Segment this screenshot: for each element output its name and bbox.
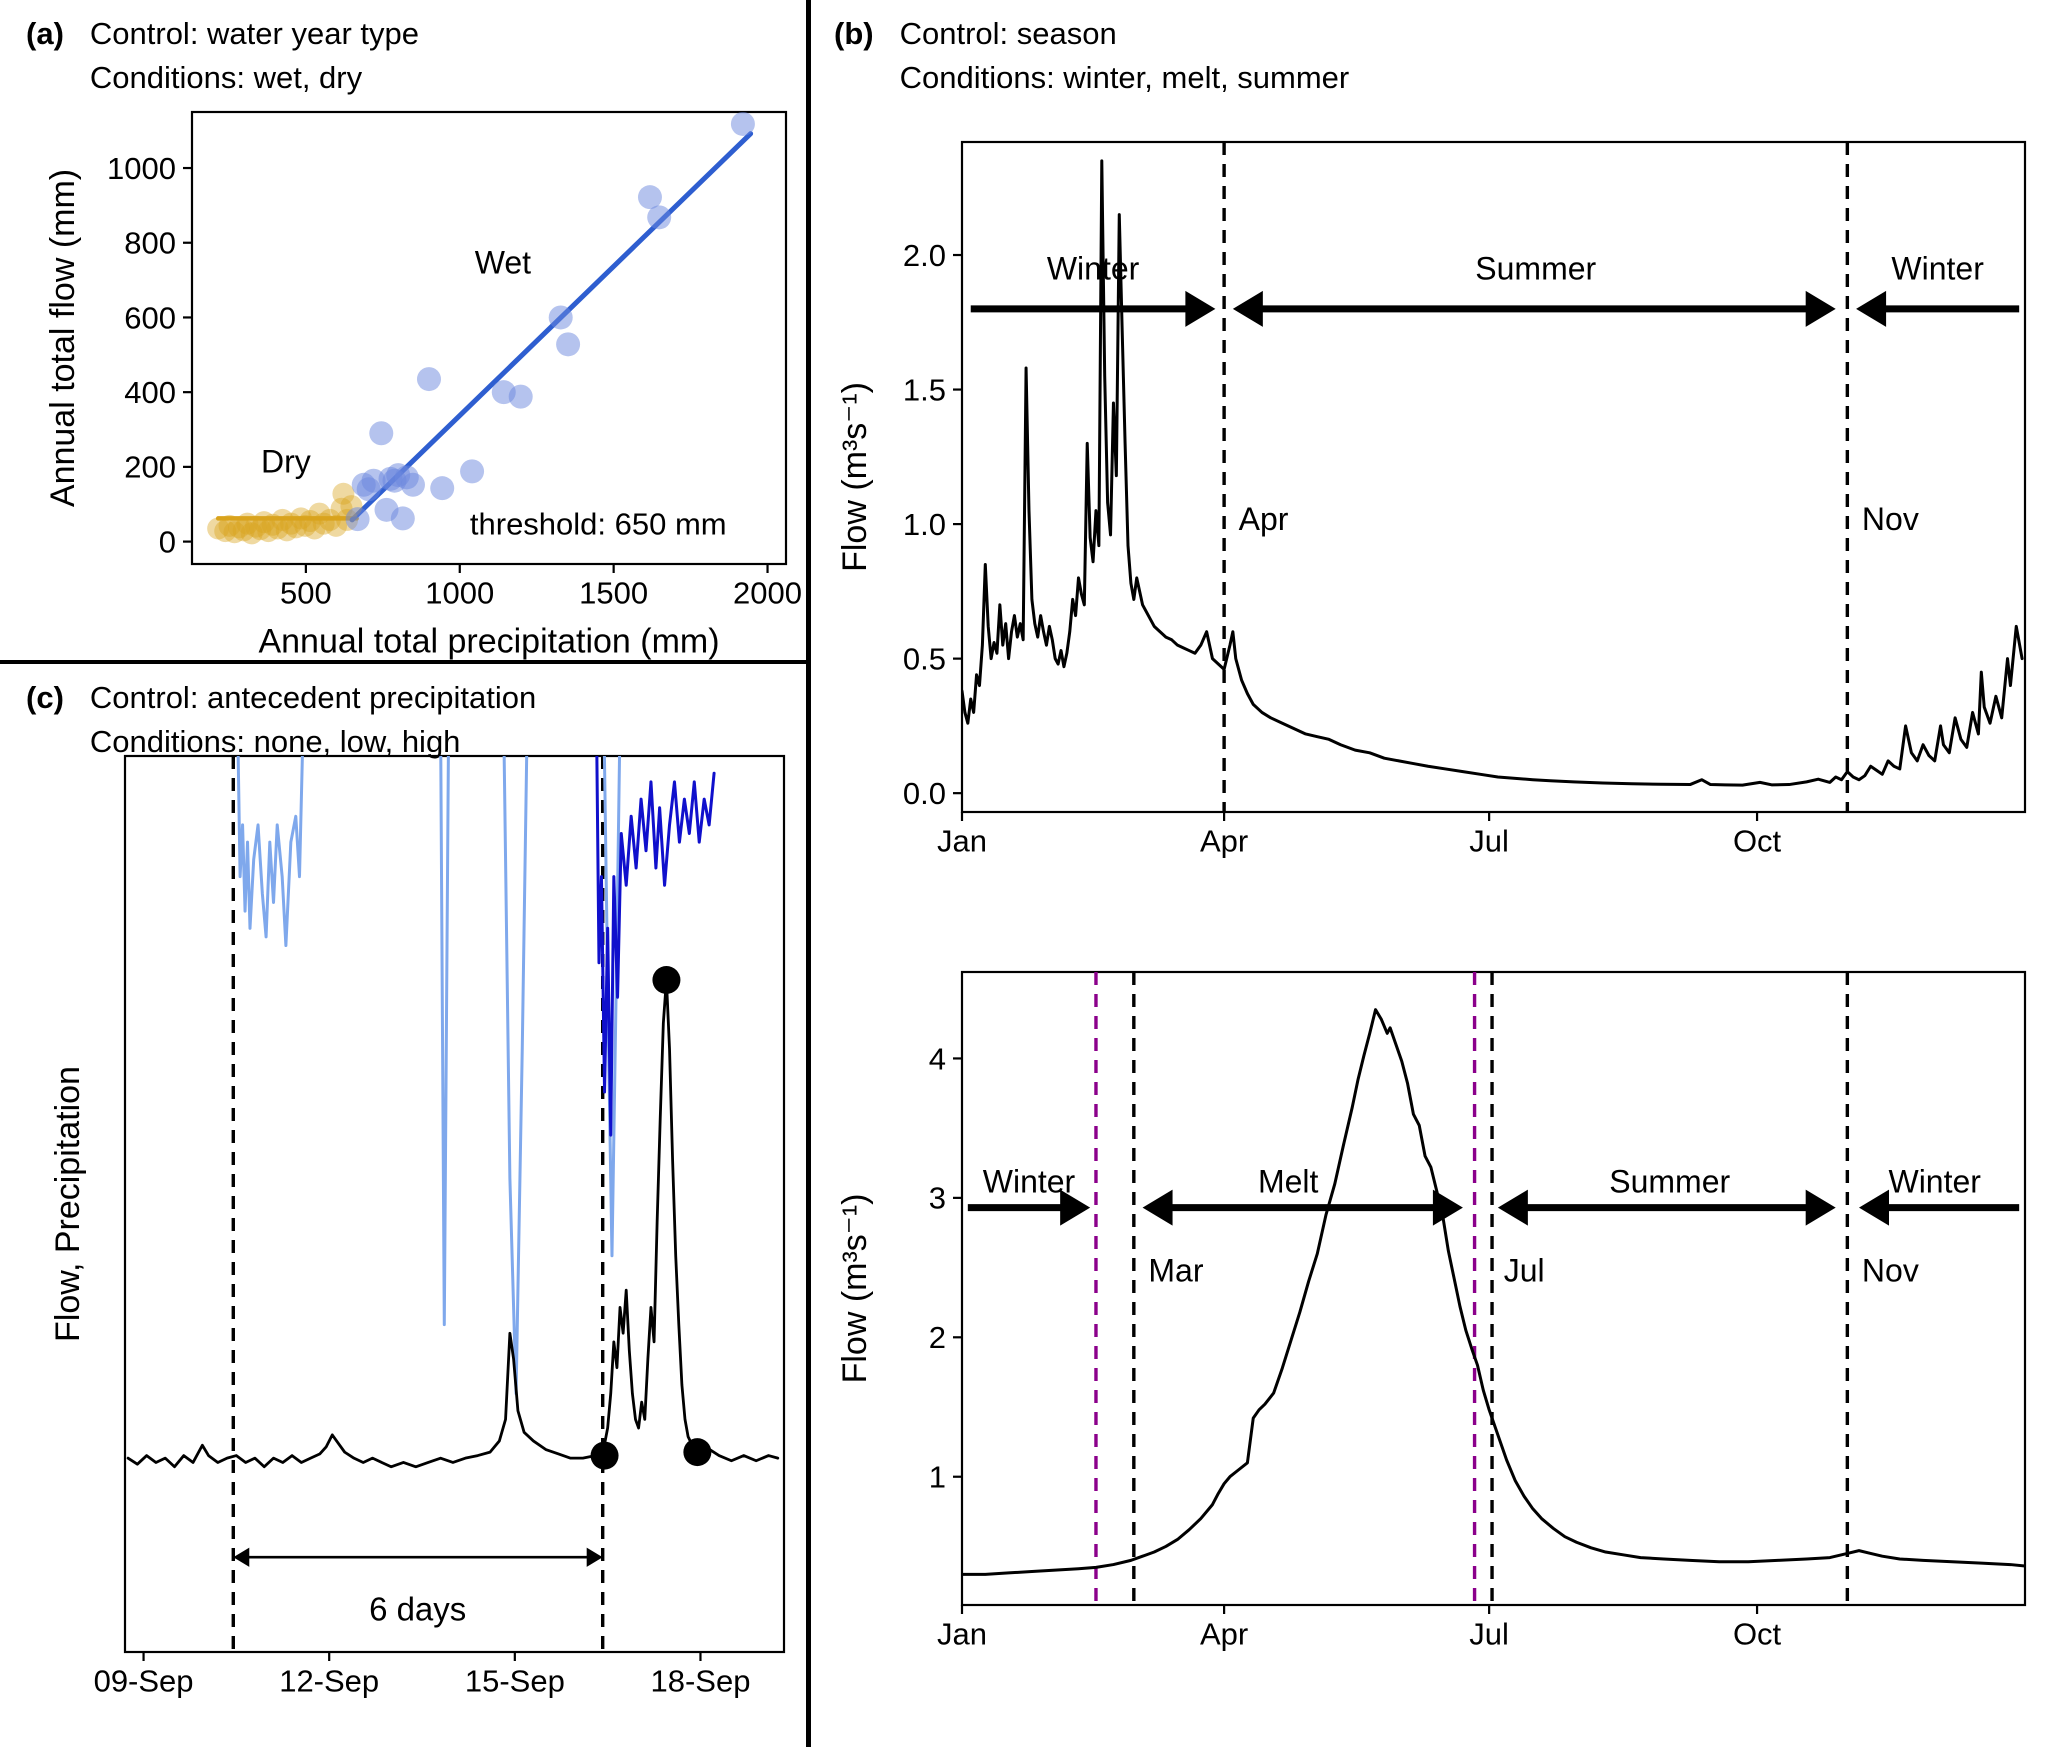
svg-text:Winter: Winter [1891,251,1984,287]
svg-text:threshold: 650 mm: threshold: 650 mm [470,507,727,542]
svg-text:2000: 2000 [733,575,802,610]
svg-text:200: 200 [124,450,176,485]
panel-a-header: (a) Control: water year type Conditions:… [26,12,419,100]
panel-c-tag: (c) [26,680,64,715]
svg-text:6 days: 6 days [369,1590,466,1627]
svg-text:Winter: Winter [1888,1163,1981,1199]
svg-text:500: 500 [280,575,332,610]
svg-text:4: 4 [929,1041,946,1076]
svg-text:Summer: Summer [1475,251,1596,287]
panel-c-control: Control: antecedent precipitation [89,680,537,715]
svg-text:18-Sep: 18-Sep [650,1663,750,1698]
svg-text:0.0: 0.0 [903,776,946,811]
panel-b-control: Control: season [899,16,1117,51]
panel-a-control: Control: water year type [89,16,419,51]
svg-text:Melt: Melt [1258,1163,1319,1199]
svg-text:Winter: Winter [1047,251,1140,287]
svg-text:Jan: Jan [937,1616,987,1651]
svg-text:09-Sep: 09-Sep [94,1663,194,1698]
svg-text:Nov: Nov [1862,1253,1919,1289]
panel-b-tag: (b) [834,16,874,51]
svg-text:2.0: 2.0 [903,238,946,273]
svg-text:Flow (m³s⁻¹): Flow (m³s⁻¹) [836,1194,874,1384]
svg-text:12-Sep: 12-Sep [279,1663,379,1698]
svg-text:1000: 1000 [107,151,176,186]
svg-text:Flow, Precipitation: Flow, Precipitation [49,1066,87,1342]
vertical-divider [806,0,811,1747]
svg-text:1.5: 1.5 [903,372,946,407]
svg-text:Annual total precipitation (mm: Annual total precipitation (mm) [258,623,719,661]
svg-text:Summer: Summer [1609,1163,1730,1199]
line-chart-snowmelt-season: Jan Apr Jul Oct 1 2 3 4 Flow (m³s⁻¹) Winter Melt Su… [836,970,2027,1651]
svg-text:Jan: Jan [937,823,987,858]
svg-text:Flow (m³s⁻¹): Flow (m³s⁻¹) [836,382,874,572]
svg-text:Apr: Apr [1200,823,1248,858]
svg-text:2: 2 [929,1320,946,1355]
svg-text:Winter: Winter [983,1163,1076,1199]
svg-text:Oct: Oct [1733,1616,1782,1651]
scatter-chart-water-year-type: 500 1000 1500 2000 0 200 400 600 800 1000 Annual t… [44,110,802,661]
svg-text:Apr: Apr [1239,501,1289,537]
svg-text:Apr: Apr [1200,1616,1248,1651]
panel-c-conditions: Conditions: none, low, high [89,724,461,760]
svg-text:Jul: Jul [1469,823,1509,858]
line-chart-antecedent-precipitation: 09-Sep 12-Sep 15-Sep 18-Sep Flow, Precipitat… [49,754,786,1698]
panel-b-conditions: Conditions: winter, melt, summer [899,60,1350,96]
svg-text:0: 0 [159,524,176,559]
svg-text:400: 400 [124,375,176,410]
svg-text:Jul: Jul [1469,1616,1509,1651]
svg-text:Jul: Jul [1504,1253,1545,1289]
svg-text:Mar: Mar [1148,1253,1203,1289]
svg-text:Nov: Nov [1862,501,1919,537]
line-chart-rain-season: Jan Apr Jul Oct 0.0 0.5 1.0 1.5 2.0 Flow (m³s⁻¹) W… [836,140,2027,858]
panel-a-tag: (a) [26,16,64,51]
svg-text:1000: 1000 [425,575,494,610]
svg-text:800: 800 [124,226,176,261]
svg-text:600: 600 [124,300,176,335]
panel-a-conditions: Conditions: wet, dry [89,60,363,96]
svg-text:15-Sep: 15-Sep [465,1663,565,1698]
panel-b-header: (b) Control: season Conditions: winter, … [834,12,1349,100]
svg-text:Dry: Dry [261,443,311,479]
svg-text:1500: 1500 [579,575,648,610]
svg-text:Annual total flow (mm): Annual total flow (mm) [44,169,82,507]
svg-text:Oct: Oct [1733,823,1782,858]
svg-text:3: 3 [929,1181,946,1216]
svg-text:0.5: 0.5 [903,641,946,676]
svg-text:1.0: 1.0 [903,507,946,542]
panel-c-header: (c) Control: antecedent precipitation Co… [26,676,536,764]
svg-text:1: 1 [929,1460,946,1495]
horizontal-divider [0,660,806,664]
svg-text:Wet: Wet [475,245,531,281]
